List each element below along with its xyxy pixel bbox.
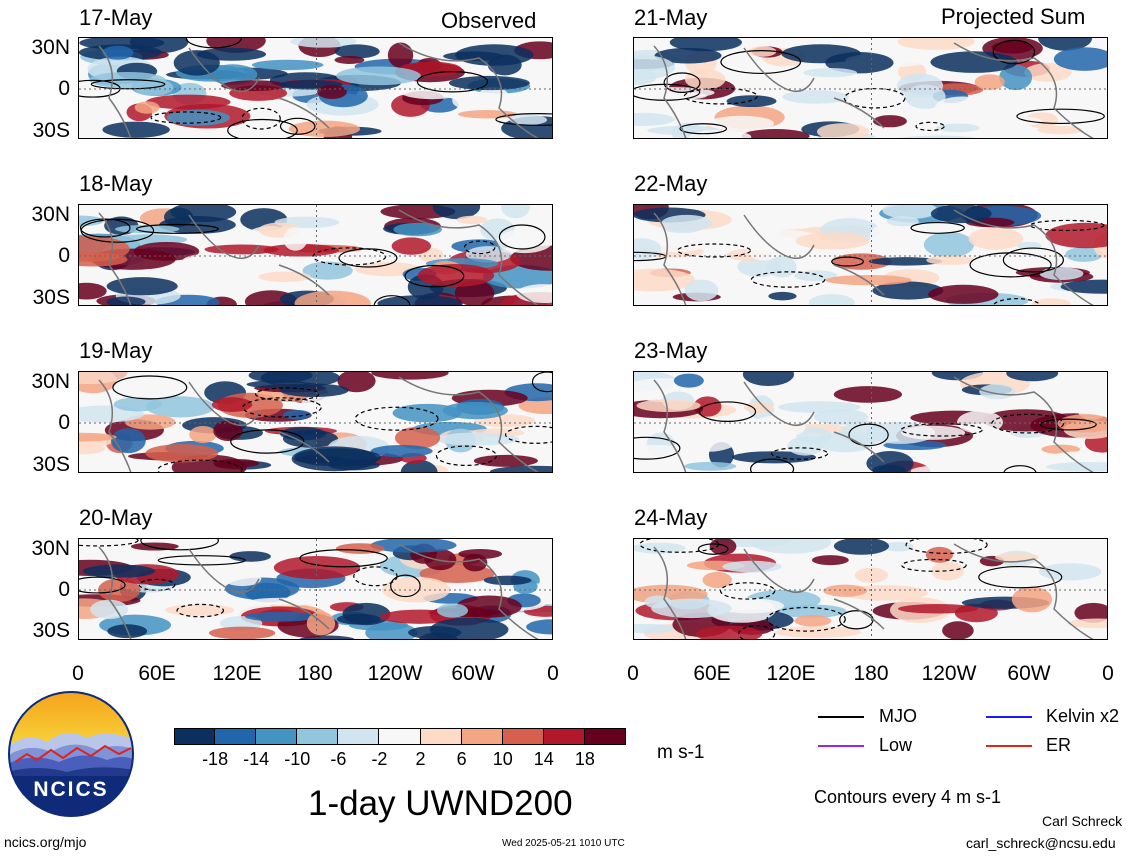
lon-label: 120W bbox=[921, 662, 977, 685]
panel-date: 23-May bbox=[634, 338, 708, 363]
colorbar-label: -18 bbox=[202, 749, 229, 769]
map-panel bbox=[78, 538, 553, 640]
panel-date: 21-May bbox=[634, 5, 708, 30]
lon-label: 120E bbox=[766, 662, 816, 685]
map-panel bbox=[78, 371, 553, 473]
lon-label: 60E bbox=[138, 662, 176, 685]
logo-text: NCICS bbox=[33, 778, 109, 801]
legend-label: Kelvin x2 bbox=[1046, 706, 1120, 726]
legend-label: ER bbox=[1046, 735, 1072, 755]
lat-label: 30S bbox=[32, 453, 70, 476]
timestamp: Wed 2025-05-21 1010 UTC bbox=[502, 838, 625, 849]
panel-date: 17-May bbox=[79, 5, 153, 30]
colorbar-swatch bbox=[461, 728, 503, 745]
lat-label: 30S bbox=[32, 619, 70, 642]
lon-label: 60E bbox=[693, 662, 731, 685]
colorbar-swatch bbox=[297, 728, 339, 745]
author-name: Carl Schreck bbox=[1042, 813, 1123, 829]
legend-label: Low bbox=[879, 735, 913, 755]
map-panel bbox=[78, 37, 553, 139]
colorbar bbox=[174, 728, 626, 745]
panel-date: 22-May bbox=[634, 171, 708, 196]
legend-line-kelvin bbox=[986, 716, 1032, 718]
contour-note: Contours every 4 m s-1 bbox=[814, 787, 1002, 807]
colorbar-label: -2 bbox=[371, 749, 388, 769]
lon-label: 120W bbox=[367, 662, 423, 685]
colorbar-swatch bbox=[379, 728, 421, 745]
site-url: ncics.org/mjo bbox=[4, 834, 87, 850]
legend-label: MJO bbox=[879, 706, 917, 726]
lat-label: 30N bbox=[31, 537, 70, 560]
lat-label: 30N bbox=[31, 370, 70, 393]
map-panel bbox=[633, 371, 1108, 473]
panel-date: 19-May bbox=[79, 338, 153, 363]
lon-label: 60W bbox=[451, 662, 495, 685]
colorbar-swatch bbox=[215, 728, 257, 745]
colorbar-label: -14 bbox=[243, 749, 270, 769]
lat-label: 0 bbox=[58, 578, 70, 601]
ncics-logo: NCICS bbox=[7, 690, 135, 818]
author-email: carl_schreck@ncsu.edu bbox=[966, 835, 1116, 851]
colorbar-label: 10 bbox=[492, 749, 513, 769]
lon-label: 180 bbox=[297, 662, 333, 685]
panel-date: 18-May bbox=[79, 171, 153, 196]
lat-label: 30S bbox=[32, 119, 70, 142]
projected-sum-title: Projected Sum bbox=[941, 4, 1086, 29]
colorbar-label: 2 bbox=[415, 749, 426, 769]
lat-label: 0 bbox=[58, 411, 70, 434]
colorbar-swatch bbox=[584, 728, 626, 745]
map-panel bbox=[78, 204, 553, 306]
colorbar-label: 6 bbox=[456, 749, 467, 769]
colorbar-swatch bbox=[256, 728, 298, 745]
lon-label: 60W bbox=[1007, 662, 1051, 685]
map-panel bbox=[633, 538, 1108, 640]
lon-label: 0 bbox=[547, 662, 559, 685]
colorbar-swatch bbox=[338, 728, 380, 745]
lon-label: 0 bbox=[627, 662, 639, 685]
colorbar-label: 18 bbox=[574, 749, 595, 769]
chart-title: 1-day UWND200 bbox=[308, 784, 573, 823]
colorbar-label: -10 bbox=[284, 749, 311, 769]
observed-title: Observed bbox=[441, 8, 537, 33]
map-panel bbox=[633, 204, 1108, 306]
colorbar-label: -6 bbox=[330, 749, 347, 769]
legend-line-er bbox=[986, 745, 1032, 747]
colorbar-swatch bbox=[502, 728, 544, 745]
lon-label: 120E bbox=[212, 662, 262, 685]
lat-label: 30S bbox=[32, 286, 70, 309]
colorbar-unit: m s-1 bbox=[657, 742, 705, 763]
lon-label: 180 bbox=[853, 662, 889, 685]
colorbar-swatch bbox=[420, 728, 462, 745]
lon-label: 0 bbox=[72, 662, 84, 685]
legend-line-low bbox=[818, 745, 864, 747]
lat-label: 30N bbox=[31, 36, 70, 59]
legend-line-mjo bbox=[818, 716, 864, 718]
colorbar-label: 14 bbox=[533, 749, 554, 769]
lat-label: 30N bbox=[31, 203, 70, 226]
panel-date: 20-May bbox=[79, 505, 153, 530]
lat-label: 0 bbox=[58, 244, 70, 267]
map-panel bbox=[633, 37, 1108, 139]
panel-date: 24-May bbox=[634, 505, 708, 530]
lon-label: 0 bbox=[1102, 662, 1114, 685]
colorbar-swatch bbox=[174, 728, 216, 745]
lat-label: 0 bbox=[58, 77, 70, 100]
colorbar-swatch bbox=[543, 728, 585, 745]
